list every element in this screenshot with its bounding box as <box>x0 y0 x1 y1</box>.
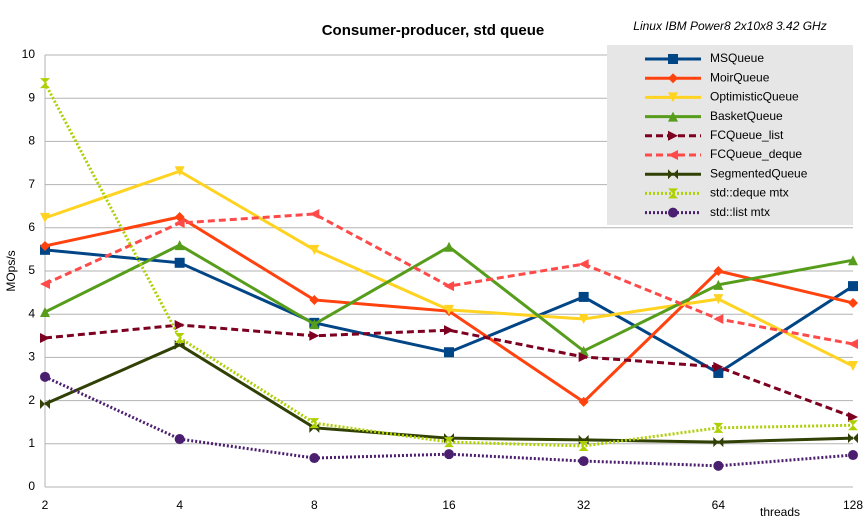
x-tick-label: 64 <box>712 498 726 512</box>
legend-label: MoirQueue <box>710 70 770 84</box>
data-point <box>848 450 858 461</box>
legend-marker <box>668 54 678 64</box>
data-point <box>174 332 185 343</box>
data-point <box>848 433 858 444</box>
data-point <box>309 294 320 305</box>
data-point <box>40 240 50 251</box>
x-tick-label: 128 <box>843 498 863 512</box>
y-tick-label: 8 <box>28 134 35 148</box>
data-point <box>309 453 320 464</box>
legend-marker <box>668 188 678 199</box>
data-point <box>848 255 858 266</box>
data-point <box>713 361 724 372</box>
legend-label: SegmentedQueue <box>710 166 808 180</box>
data-point <box>40 371 50 382</box>
series-line <box>44 212 854 346</box>
data-point <box>578 396 589 407</box>
legend-label: std::list mtx <box>710 205 770 219</box>
legend-label: BasketQueue <box>710 109 783 123</box>
data-point <box>309 244 320 255</box>
data-point <box>713 437 724 448</box>
legend-marker <box>668 207 678 218</box>
data-point <box>444 304 454 315</box>
data-point <box>174 218 185 229</box>
legend-marker <box>668 92 678 103</box>
data-point <box>444 347 454 358</box>
data-point <box>713 460 724 471</box>
y-tick-label: 0 <box>28 479 35 493</box>
data-point <box>578 351 589 362</box>
data-point <box>174 240 185 251</box>
series-line <box>44 343 854 444</box>
legend-label: FCQueue_deque <box>710 147 802 161</box>
data-point <box>578 291 589 302</box>
data-point <box>848 420 858 431</box>
data-point <box>578 313 589 324</box>
data-point <box>309 330 320 341</box>
data-point <box>309 418 320 429</box>
y-tick-label: 5 <box>28 263 35 277</box>
y-tick-label: 1 <box>28 436 35 450</box>
y-tick-label: 2 <box>28 393 35 407</box>
legend-label: MSQueue <box>710 51 764 65</box>
y-tick-label: 6 <box>28 220 35 234</box>
x-tick-label: 16 <box>442 498 456 512</box>
data-point <box>174 166 185 177</box>
data-point <box>848 361 858 372</box>
legend-label: std::deque mtx <box>710 186 789 200</box>
data-point <box>848 281 858 292</box>
data-point <box>713 279 724 290</box>
x-tick-label: 4 <box>176 498 183 512</box>
legend-marker <box>668 150 678 160</box>
data-point <box>40 399 50 410</box>
data-point <box>444 449 454 460</box>
data-point <box>848 339 858 350</box>
data-point <box>444 437 454 448</box>
data-point <box>444 325 454 336</box>
data-point <box>174 320 185 330</box>
data-point <box>174 257 185 268</box>
x-tick-label: 2 <box>42 498 49 512</box>
data-point <box>578 456 589 467</box>
data-point <box>174 434 185 445</box>
data-point <box>40 78 50 89</box>
data-point <box>40 278 50 289</box>
x-axis-label: threads <box>760 505 800 519</box>
data-point <box>444 241 454 252</box>
series-line <box>44 323 854 419</box>
data-point <box>40 212 50 223</box>
data-point <box>713 313 724 324</box>
data-point <box>578 440 589 451</box>
legend-marker <box>668 111 678 122</box>
y-tick-label: 3 <box>28 350 35 364</box>
legend-label: FCQueue_list <box>710 128 784 142</box>
data-point <box>309 319 320 330</box>
y-tick-label: 9 <box>28 90 35 104</box>
data-point <box>713 294 724 305</box>
data-point <box>444 281 454 292</box>
data-point <box>309 208 320 219</box>
data-point <box>848 297 858 308</box>
legend-label: OptimisticQueue <box>710 90 799 104</box>
x-tick-label: 32 <box>577 498 591 512</box>
y-tick-label: 4 <box>28 306 35 320</box>
annotation: Linux IBM Power8 2x10x8 3.42 GHz <box>633 19 826 33</box>
data-point <box>578 259 589 270</box>
y-tick-label: 7 <box>28 177 35 191</box>
x-tick-label: 8 <box>311 498 318 512</box>
legend-marker <box>668 169 678 180</box>
data-point <box>848 412 858 423</box>
data-point <box>713 422 724 433</box>
y-tick-label: 10 <box>22 47 36 61</box>
y-axis-label: MOps/s <box>4 250 18 291</box>
data-point <box>40 332 50 343</box>
legend-marker <box>668 73 678 84</box>
data-point <box>713 266 724 276</box>
data-point <box>40 307 50 318</box>
chart-title: Consumer-producer, std queue <box>322 22 545 39</box>
legend-marker <box>668 130 678 141</box>
